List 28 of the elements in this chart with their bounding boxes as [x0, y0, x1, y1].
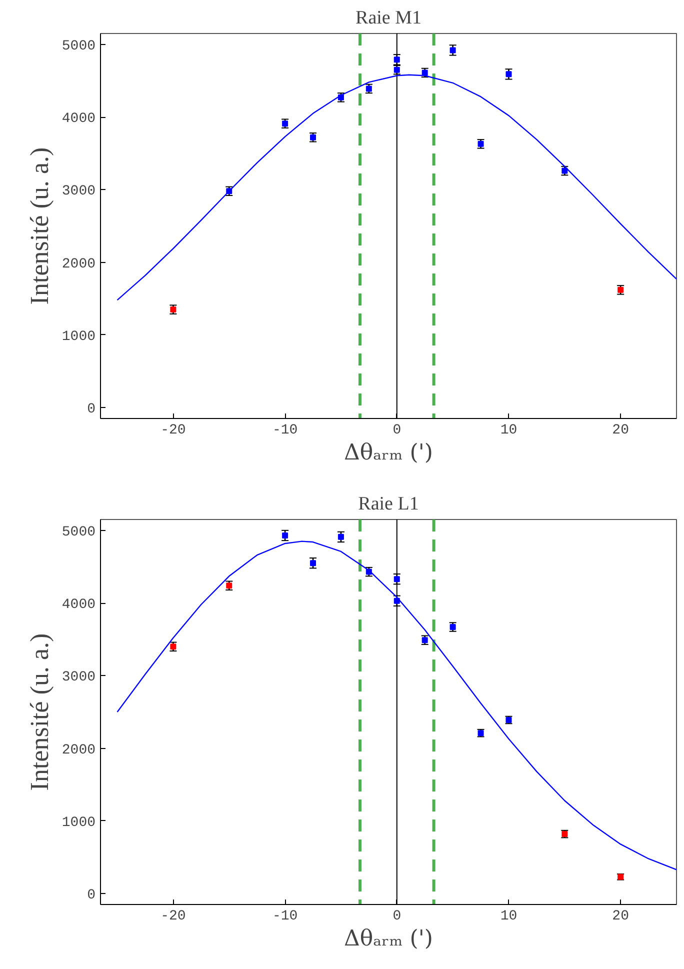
x-tick-label: 20 — [612, 422, 629, 438]
y-tick-label: 5000 — [62, 38, 96, 54]
chart-title: Raie M1 — [356, 8, 422, 28]
y-tick-label: 0 — [87, 888, 96, 904]
x-tick-label: -10 — [272, 908, 298, 924]
x-tick-label: 10 — [500, 908, 518, 924]
y-tick-label: 3000 — [62, 670, 96, 686]
y-tick-label: 4000 — [62, 111, 96, 128]
y-tick-label: 3000 — [62, 184, 96, 200]
x-axis-title: Δθₐᵣₘ (') — [344, 440, 433, 466]
y-tick-label: 1000 — [62, 814, 96, 831]
x-tick-label: -20 — [160, 908, 186, 924]
y-tick-label: 4000 — [62, 597, 96, 614]
x-tick-label: -10 — [272, 422, 298, 438]
x-tick-label: 0 — [392, 422, 402, 438]
x-tick-label: 10 — [500, 422, 518, 438]
y-tick-label: 1000 — [62, 328, 96, 345]
y-tick-label: 2000 — [62, 256, 96, 272]
y-axis-title: Intensité (u. a.) — [24, 147, 54, 305]
y-tick-label: 2000 — [62, 742, 96, 758]
x-tick-label: -20 — [160, 422, 186, 438]
x-axis-title: Δθₐᵣₘ (') — [344, 926, 433, 952]
x-tick-label: 0 — [392, 908, 402, 924]
y-tick-label: 0 — [87, 402, 96, 418]
chart-title: Raie L1 — [358, 494, 419, 514]
y-tick-label: 5000 — [62, 524, 96, 540]
y-axis-title: Intensité (u. a.) — [24, 633, 54, 791]
x-tick-label: 20 — [612, 908, 629, 924]
